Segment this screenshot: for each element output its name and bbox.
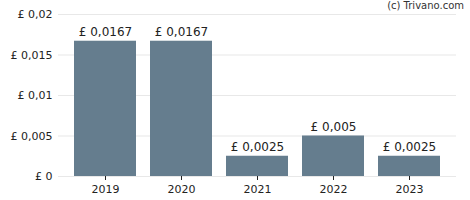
svg-text:£ 0,01: £ 0,01 — [18, 89, 53, 102]
svg-text:2022: 2022 — [320, 183, 348, 196]
html-text:(c) Trivano.com: (c) Trivano.com — [387, 0, 464, 11]
svg-text:£ 0: £ 0 — [35, 170, 53, 183]
svg-text:£ 0,0167: £ 0,0167 — [155, 25, 208, 39]
svg-text:£ 0,005: £ 0,005 — [11, 130, 53, 143]
svg-text:£ 0,005: £ 0,005 — [311, 120, 357, 134]
svg-text:2019: 2019 — [92, 183, 120, 196]
svg-text:£ 0,02: £ 0,02 — [18, 8, 53, 21]
svg-text:£ 0,0025: £ 0,0025 — [231, 140, 284, 154]
svg-text:£ 0,0025: £ 0,0025 — [383, 140, 436, 154]
svg-text:2020: 2020 — [168, 183, 196, 196]
svg-text:2023: 2023 — [396, 183, 424, 196]
svg-text:£ 0,015: £ 0,015 — [11, 49, 53, 62]
svg-text:£ 0,0167: £ 0,0167 — [79, 25, 132, 39]
svg-text:2021: 2021 — [244, 183, 272, 196]
